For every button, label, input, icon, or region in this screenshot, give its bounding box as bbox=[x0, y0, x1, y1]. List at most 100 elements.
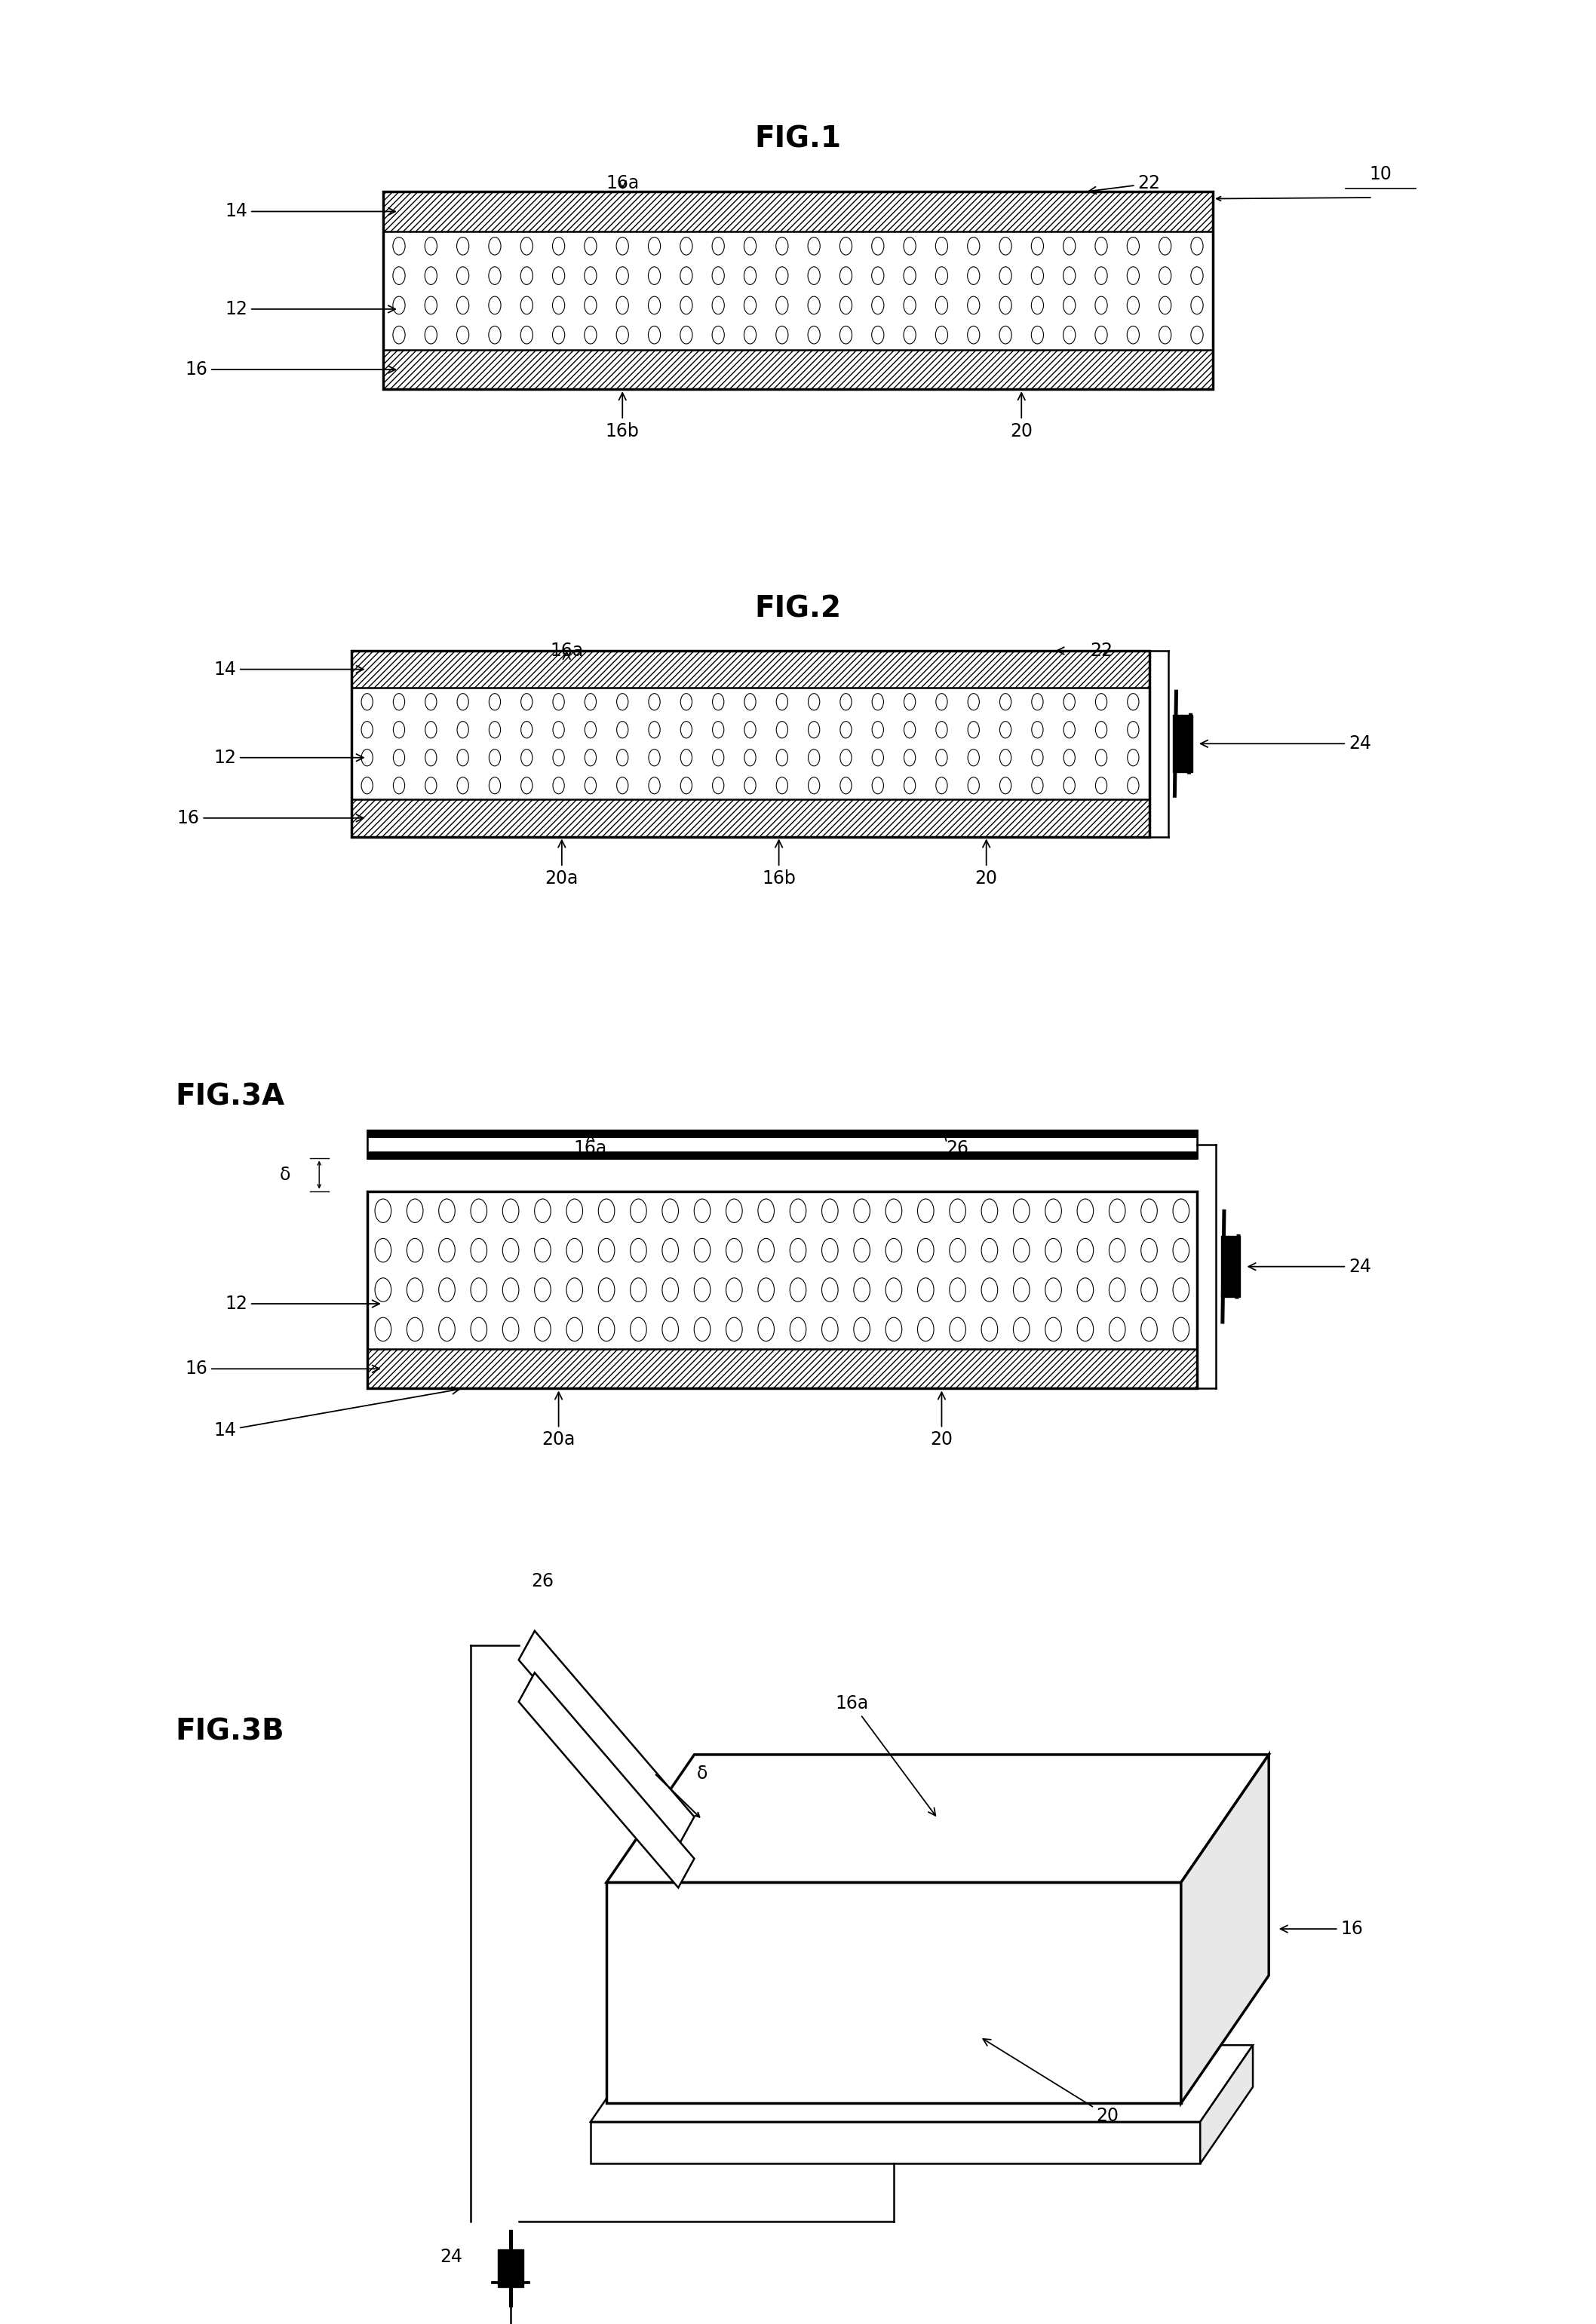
Circle shape bbox=[871, 776, 884, 795]
Circle shape bbox=[967, 237, 980, 256]
Circle shape bbox=[598, 1199, 614, 1222]
Circle shape bbox=[567, 1239, 583, 1262]
Circle shape bbox=[1013, 1318, 1029, 1341]
Circle shape bbox=[630, 1199, 646, 1222]
Circle shape bbox=[456, 720, 469, 739]
Circle shape bbox=[903, 776, 916, 795]
Circle shape bbox=[822, 1278, 838, 1301]
Circle shape bbox=[648, 237, 661, 256]
Circle shape bbox=[488, 693, 501, 711]
Circle shape bbox=[648, 693, 661, 711]
Text: 20: 20 bbox=[983, 2038, 1119, 2124]
Bar bbox=[367, 1132, 1197, 1160]
Circle shape bbox=[1095, 720, 1108, 739]
Circle shape bbox=[935, 297, 948, 314]
Circle shape bbox=[662, 1278, 678, 1301]
Circle shape bbox=[1095, 237, 1108, 256]
Circle shape bbox=[1063, 776, 1076, 795]
Circle shape bbox=[425, 776, 437, 795]
Circle shape bbox=[999, 297, 1012, 314]
Circle shape bbox=[935, 325, 948, 344]
Circle shape bbox=[471, 1199, 487, 1222]
Circle shape bbox=[712, 748, 725, 767]
Circle shape bbox=[1127, 748, 1140, 767]
Circle shape bbox=[503, 1239, 519, 1262]
Circle shape bbox=[520, 720, 533, 739]
Text: 16: 16 bbox=[185, 360, 396, 379]
Circle shape bbox=[903, 325, 916, 344]
Circle shape bbox=[726, 1239, 742, 1262]
Circle shape bbox=[1109, 1239, 1125, 1262]
Text: 20: 20 bbox=[1010, 393, 1033, 439]
Circle shape bbox=[999, 267, 1012, 284]
Circle shape bbox=[790, 1239, 806, 1262]
Circle shape bbox=[1077, 1318, 1093, 1341]
Circle shape bbox=[1063, 267, 1076, 284]
Text: 22: 22 bbox=[1088, 174, 1160, 193]
Circle shape bbox=[982, 1318, 998, 1341]
Text: 24: 24 bbox=[1200, 734, 1371, 753]
Circle shape bbox=[567, 1278, 583, 1301]
Circle shape bbox=[1031, 693, 1044, 711]
Text: 14: 14 bbox=[214, 660, 364, 679]
Circle shape bbox=[854, 1278, 870, 1301]
Circle shape bbox=[1159, 237, 1171, 256]
Circle shape bbox=[999, 776, 1012, 795]
Circle shape bbox=[726, 1318, 742, 1341]
Circle shape bbox=[1127, 267, 1140, 284]
Circle shape bbox=[361, 748, 373, 767]
Circle shape bbox=[598, 1278, 614, 1301]
Circle shape bbox=[871, 297, 884, 314]
Circle shape bbox=[616, 325, 629, 344]
Circle shape bbox=[584, 748, 597, 767]
Circle shape bbox=[712, 776, 725, 795]
Circle shape bbox=[375, 1199, 391, 1222]
Circle shape bbox=[648, 720, 661, 739]
Circle shape bbox=[744, 748, 757, 767]
Circle shape bbox=[999, 237, 1012, 256]
Circle shape bbox=[776, 297, 788, 314]
Circle shape bbox=[1077, 1278, 1093, 1301]
Circle shape bbox=[616, 693, 629, 711]
Text: 16: 16 bbox=[177, 809, 364, 827]
Circle shape bbox=[361, 776, 373, 795]
Circle shape bbox=[535, 1239, 551, 1262]
Text: 20a: 20a bbox=[543, 1392, 575, 1448]
Circle shape bbox=[488, 748, 501, 767]
Text: 16b: 16b bbox=[605, 393, 640, 439]
Circle shape bbox=[488, 720, 501, 739]
Circle shape bbox=[776, 748, 788, 767]
Circle shape bbox=[520, 267, 533, 284]
Circle shape bbox=[616, 748, 629, 767]
Text: 14: 14 bbox=[225, 202, 396, 221]
Circle shape bbox=[503, 1199, 519, 1222]
Circle shape bbox=[584, 267, 597, 284]
Polygon shape bbox=[606, 1755, 1269, 1882]
Circle shape bbox=[375, 1278, 391, 1301]
Circle shape bbox=[935, 267, 948, 284]
Circle shape bbox=[1063, 237, 1076, 256]
Circle shape bbox=[935, 720, 948, 739]
Circle shape bbox=[808, 693, 820, 711]
Circle shape bbox=[503, 1278, 519, 1301]
Circle shape bbox=[425, 267, 437, 284]
Circle shape bbox=[1013, 1239, 1029, 1262]
Circle shape bbox=[456, 237, 469, 256]
Bar bbox=[383, 193, 1213, 232]
Circle shape bbox=[839, 237, 852, 256]
Polygon shape bbox=[606, 1882, 1181, 2103]
Circle shape bbox=[903, 267, 916, 284]
Circle shape bbox=[744, 297, 757, 314]
Polygon shape bbox=[519, 1631, 694, 1845]
Text: 24: 24 bbox=[1248, 1257, 1371, 1276]
Circle shape bbox=[1127, 237, 1140, 256]
Text: FIG.3A: FIG.3A bbox=[176, 1083, 286, 1111]
Bar bbox=[351, 799, 1149, 837]
Circle shape bbox=[967, 267, 980, 284]
Circle shape bbox=[407, 1239, 423, 1262]
Bar bbox=[1221, 1236, 1240, 1297]
Circle shape bbox=[712, 693, 725, 711]
Circle shape bbox=[488, 776, 501, 795]
Circle shape bbox=[393, 693, 405, 711]
Circle shape bbox=[776, 237, 788, 256]
